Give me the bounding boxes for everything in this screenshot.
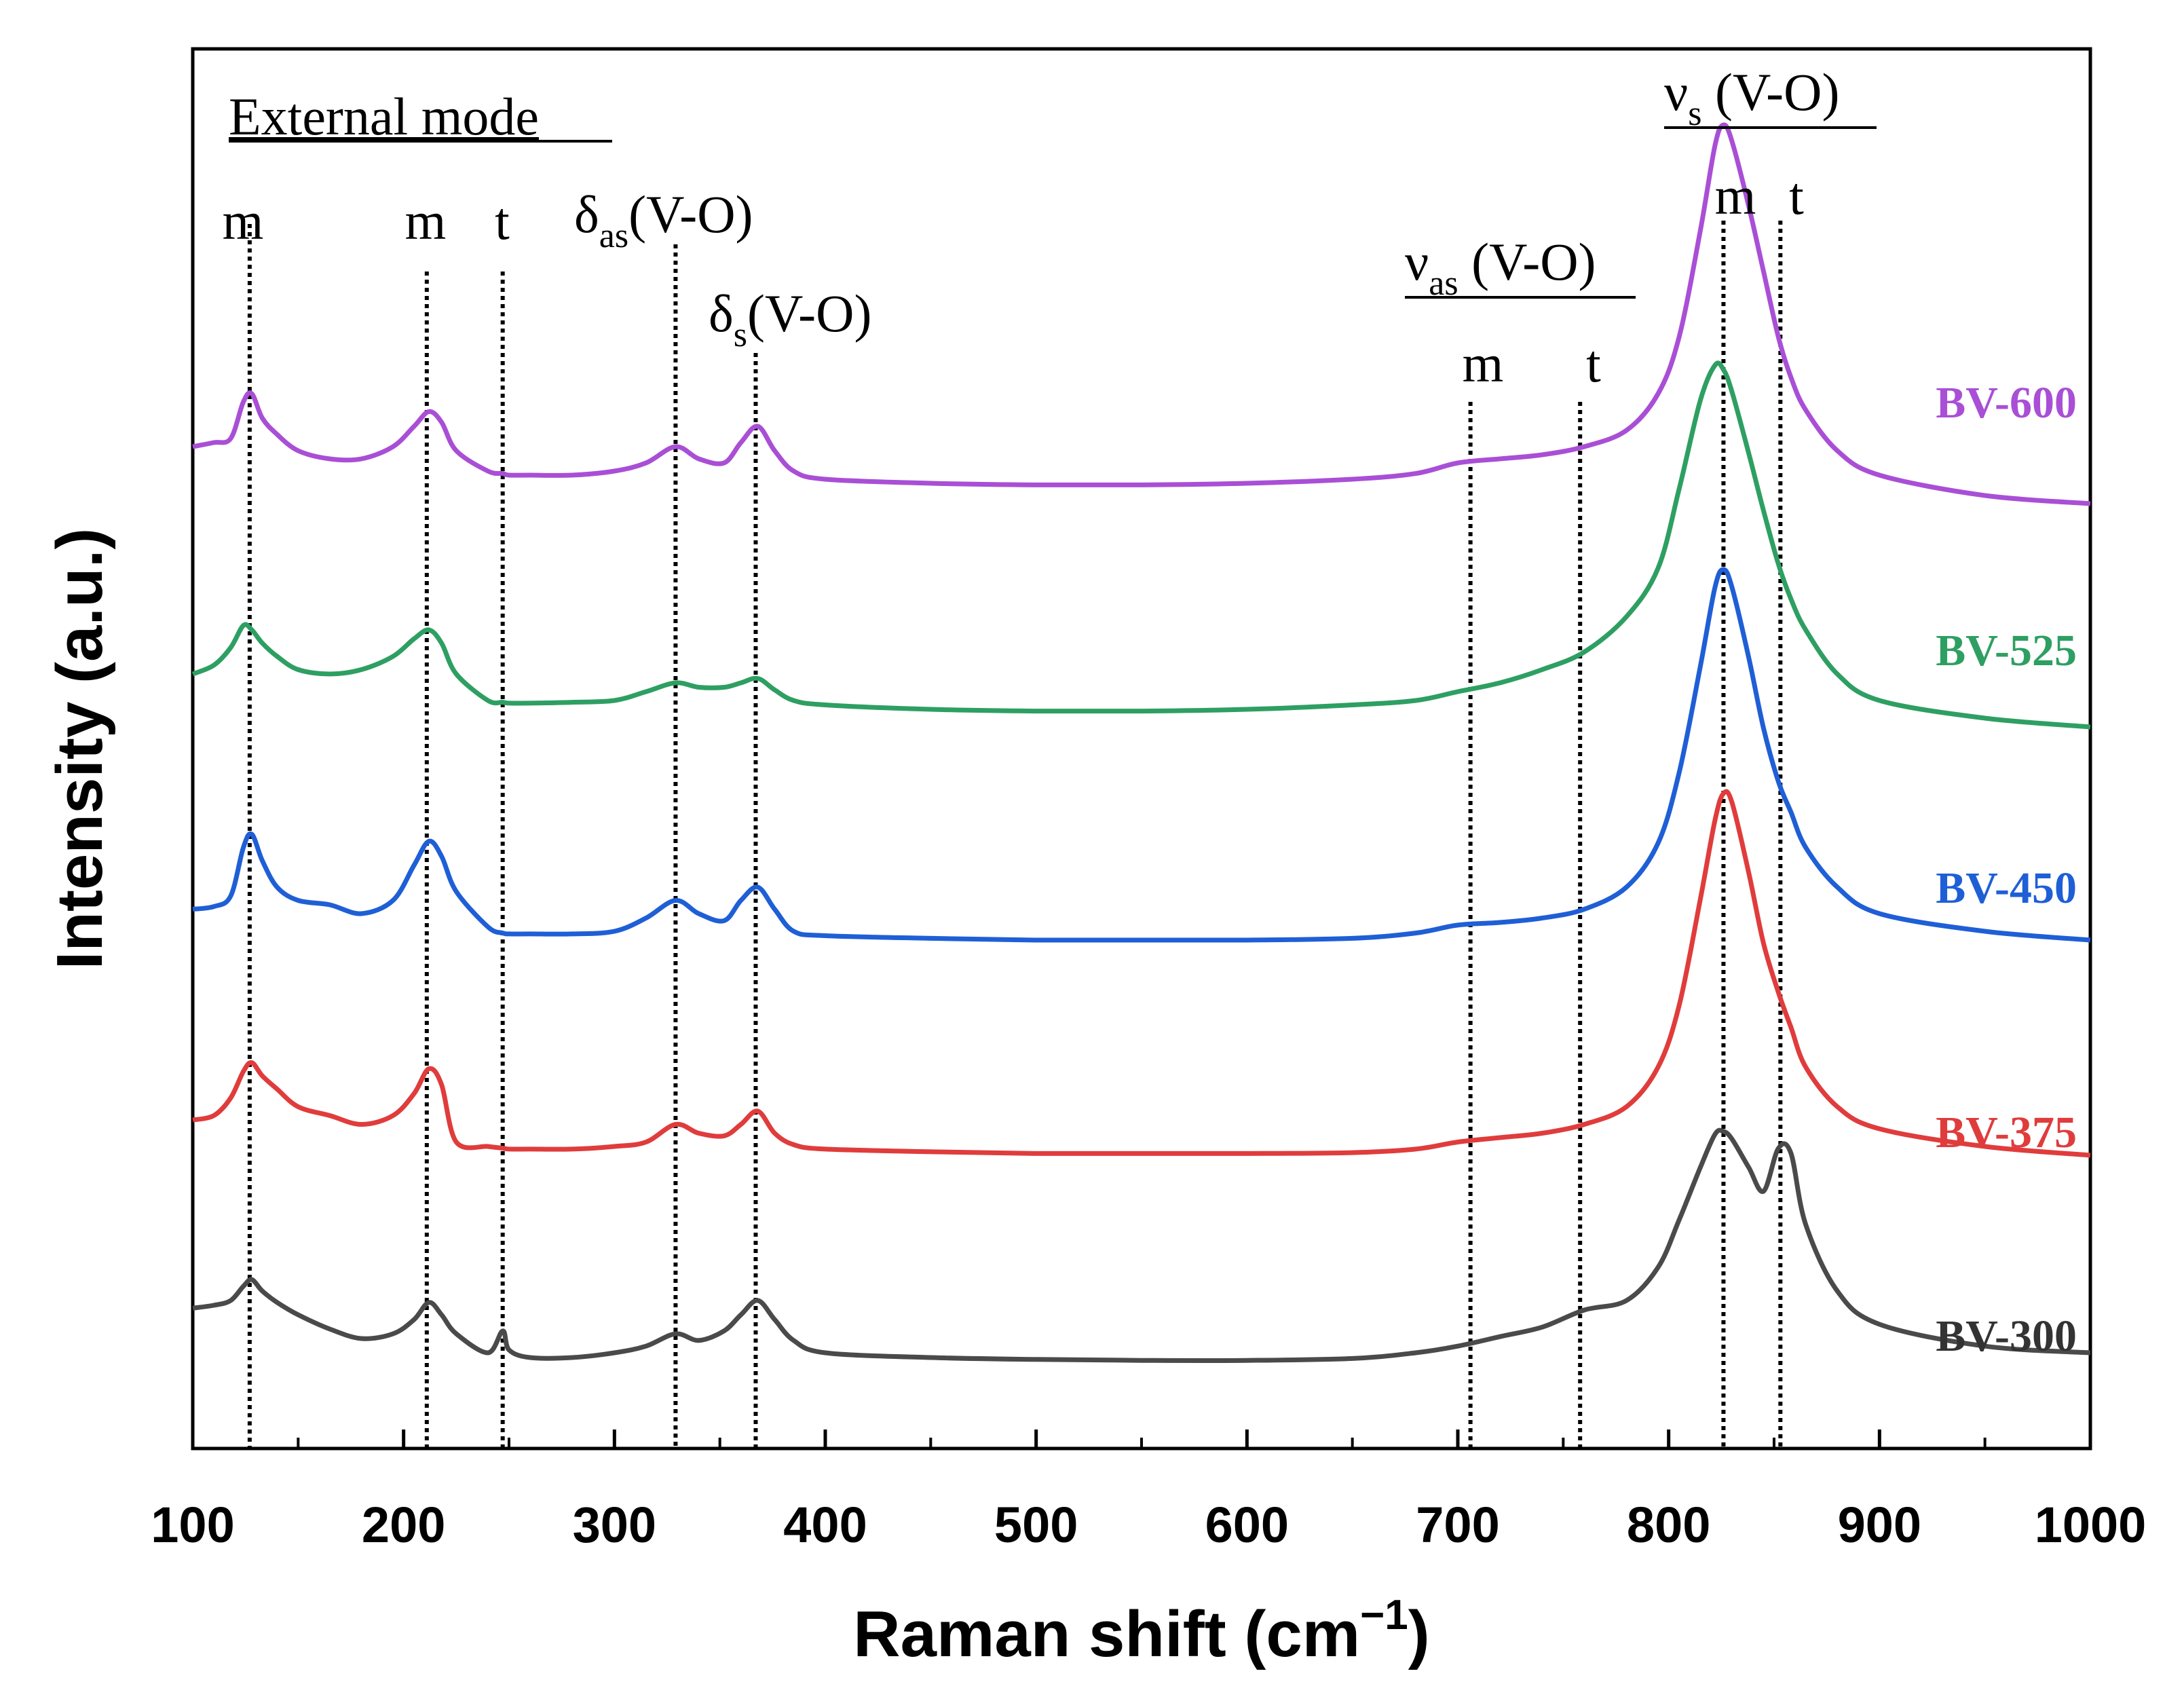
reference-line-label: t	[495, 191, 510, 250]
x-tick-label: 900	[1838, 1497, 1921, 1553]
reference-line-label: m	[1463, 334, 1504, 393]
delta-as-rest: (V-O)	[628, 185, 753, 244]
reference-line-label: m	[405, 191, 447, 250]
nu-as-symbol: ν	[1405, 232, 1429, 291]
x-axis-ticks: 100 200 300 400 500 600 700 800 900 1000	[151, 1429, 2146, 1553]
nu-s-symbol: ν	[1664, 62, 1688, 122]
series-labels: BV-300 BV-375 BV-450 BV-525 BV-600	[1936, 378, 2077, 1361]
nu-s-rest: (V-O)	[1702, 62, 1840, 122]
series-lines	[191, 122, 2091, 1363]
delta-s-symbol: δ	[709, 284, 734, 343]
reference-line-label: m	[223, 191, 264, 250]
x-tick-label: 400	[783, 1497, 867, 1553]
series-label-bv-600: BV-600	[1936, 378, 2077, 428]
delta-as-symbol: δ	[574, 185, 599, 244]
annotation-external-mode: External mode	[229, 87, 539, 146]
delta-as-subscript: as	[599, 217, 628, 255]
series-line-bv-600	[192, 122, 2091, 506]
x-axis-title: Raman shift (cm−1)	[853, 1592, 1429, 1670]
series-line-bv-525	[191, 360, 2091, 730]
series-line-bv-300	[192, 1127, 2091, 1363]
x-tick-label: 200	[362, 1497, 445, 1553]
annotation-nu-as: νas (V-O)	[1405, 232, 1596, 303]
x-axis-title-superscript: −1	[1360, 1592, 1408, 1639]
x-tick-label: 600	[1205, 1497, 1289, 1553]
series-label-bv-450: BV-450	[1936, 863, 2077, 913]
y-axis-title: Intensity (a.u.)	[43, 528, 116, 970]
x-tick-label: 300	[573, 1497, 656, 1553]
series-line-bv-450	[192, 567, 2091, 943]
x-tick-label: 1000	[2035, 1497, 2147, 1553]
series-label-bv-525: BV-525	[1936, 626, 2077, 675]
series-label-bv-300: BV-300	[1936, 1311, 2077, 1361]
annotation-delta-s: δs(V-O)	[709, 284, 871, 354]
reference-labels: m m tm tm t	[223, 166, 1805, 393]
series-line-bv-375	[192, 789, 2091, 1158]
annotation-nu-s: νs (V-O)	[1664, 62, 1839, 133]
reference-lines	[247, 221, 1783, 1448]
annotation-delta-as: δas(V-O)	[574, 185, 753, 255]
reference-line-label: t	[1586, 334, 1601, 393]
x-axis-title-close: )	[1408, 1598, 1430, 1670]
x-axis-title-main: Raman shift (cm	[853, 1598, 1360, 1670]
reference-line-label: m	[1715, 166, 1756, 225]
plot-frame	[191, 47, 2092, 1451]
x-tick-label: 700	[1416, 1497, 1499, 1553]
x-tick-label: 800	[1627, 1497, 1710, 1553]
reference-line-label: t	[1789, 166, 1804, 225]
nu-s-subscript: s	[1688, 94, 1701, 133]
x-tick-label: 500	[994, 1497, 1078, 1553]
x-tick-label: 100	[151, 1497, 234, 1553]
delta-s-subscript: s	[734, 316, 747, 354]
series-label-bv-375: BV-375	[1936, 1108, 2077, 1157]
nu-as-rest: (V-O)	[1458, 232, 1596, 291]
delta-s-rest: (V-O)	[747, 284, 871, 343]
